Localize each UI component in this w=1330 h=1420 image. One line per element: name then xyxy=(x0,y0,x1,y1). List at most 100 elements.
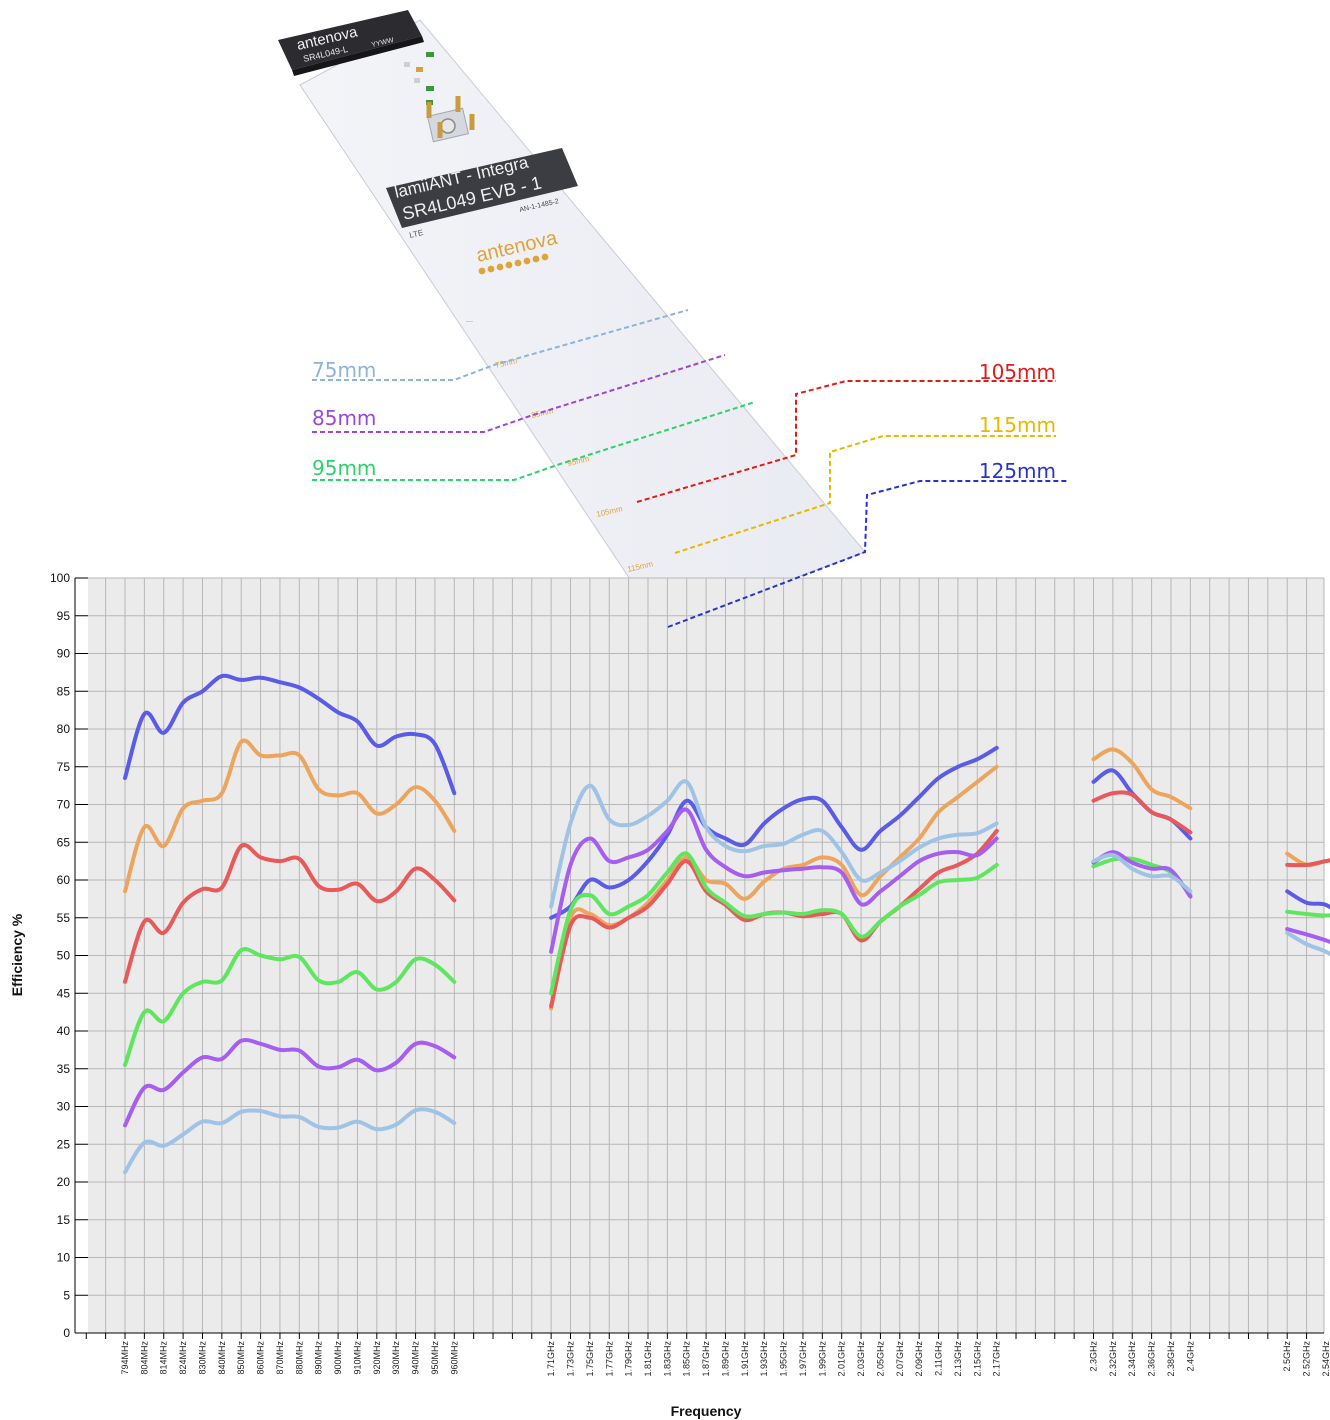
series-line-75mm-band-4 xyxy=(1285,930,1330,957)
series-line-105mm-band-4 xyxy=(1285,858,1330,868)
series-line-85mm-band-2 xyxy=(549,807,999,954)
y-tick-label: 80 xyxy=(57,722,71,736)
series-line-85mm-band-1 xyxy=(123,1038,457,1128)
x-tick-label: 2.07GHz xyxy=(895,1341,905,1377)
x-tick-label: 880MHz xyxy=(294,1341,304,1375)
efficiency-chart: 0 5 10 15 20 25 30 35 40 45 50 55 60 65 70 75 80 85 90 95 10… xyxy=(9,571,1330,1419)
y-tick-label: 25 xyxy=(57,1137,71,1151)
y-tick-label: 20 xyxy=(57,1175,71,1189)
x-tick-label: 2.52GHz xyxy=(1302,1341,1312,1377)
x-tick-label: 940MHz xyxy=(411,1341,421,1375)
y-tick-label: 45 xyxy=(57,986,71,1000)
x-tick-label: 930MHz xyxy=(391,1341,401,1375)
board-title-block: lamiiANT - Integra SR4L049 EVB - 1 AN-1-… xyxy=(386,148,578,240)
x-tick-label: 2.34GHz xyxy=(1127,1341,1137,1377)
y-tick-label: 5 xyxy=(63,1288,70,1302)
x-tick-label: 1.95GHz xyxy=(779,1341,789,1377)
series-line-125mm-band-1 xyxy=(123,673,457,796)
x-tick-label: 1.79GHz xyxy=(624,1341,634,1377)
x-tick-label: 2.5GHz xyxy=(1282,1341,1292,1372)
y-axis-ticks: 0 5 10 15 20 25 30 35 40 45 50 55 60 65 70 75 80 85 90 95 10… xyxy=(50,571,88,1340)
x-tick-label: 1.85GHz xyxy=(682,1341,692,1377)
y-tick-label: 85 xyxy=(57,684,71,698)
x-axis-ticks: 794MHz 804MHz 814MHz 824MHz 830MHz 840MHz 850M… xyxy=(85,1333,1330,1377)
length-label-125mm: 125mm xyxy=(979,459,1056,483)
x-tick-label: 2.3GHz xyxy=(1089,1341,1099,1372)
x-tick-label: 2.15GHz xyxy=(972,1341,982,1377)
sma-connector xyxy=(426,96,475,143)
x-tick-label: 1.83GHz xyxy=(662,1341,672,1377)
y-tick-label: 0 xyxy=(63,1326,70,1340)
series-line-75mm-band-1 xyxy=(123,1107,457,1175)
svg-text:—: — xyxy=(466,318,473,325)
callout-line-115mm xyxy=(674,435,1056,554)
y-tick-label: 90 xyxy=(57,647,71,661)
x-tick-label: 910MHz xyxy=(352,1341,362,1375)
y-tick-label: 35 xyxy=(57,1062,71,1076)
x-tick-label: 960MHz xyxy=(449,1341,459,1375)
x-tick-label: 2.54GHz xyxy=(1321,1341,1330,1377)
x-tick-label: 1.87GHz xyxy=(701,1341,711,1377)
length-label-75mm: 75mm xyxy=(312,358,376,382)
series-line-115mm-band-1 xyxy=(123,738,457,894)
y-tick-label: 100 xyxy=(50,571,70,585)
series-line-95mm-band-1 xyxy=(123,947,457,1067)
grid xyxy=(88,577,1325,1334)
series-line-125mm-band-2 xyxy=(549,745,999,920)
x-tick-label: 1.89GHz xyxy=(720,1341,730,1377)
y-tick-label: 65 xyxy=(57,835,71,849)
y-tick-label: 40 xyxy=(57,1024,71,1038)
x-tick-label: 830MHz xyxy=(197,1341,207,1375)
x-tick-label: 2.03GHz xyxy=(856,1341,866,1377)
series-line-85mm-band-4 xyxy=(1285,927,1330,945)
y-tick-label: 50 xyxy=(57,949,71,963)
series-line-125mm-band-4 xyxy=(1285,889,1330,910)
x-tick-label: 2.17GHz xyxy=(992,1341,1002,1377)
series-line-95mm-band-4 xyxy=(1285,909,1330,918)
x-tick-label: 1.73GHz xyxy=(566,1341,576,1377)
module-code: YYWW xyxy=(371,37,395,49)
y-tick-label: 60 xyxy=(57,873,71,887)
x-tick-label: 860MHz xyxy=(256,1341,266,1375)
x-tick-label: 2.09GHz xyxy=(914,1341,924,1377)
y-tick-label: 15 xyxy=(57,1213,71,1227)
series-line-75mm-band-3 xyxy=(1091,852,1193,894)
x-tick-label: 2.38GHz xyxy=(1166,1341,1176,1377)
callout-line-85mm xyxy=(312,354,726,433)
y-tick-label: 55 xyxy=(57,911,71,925)
y-tick-label: 95 xyxy=(57,609,71,623)
length-labels: 75mm 85mm 95mm 105mm 115mm 125mm xyxy=(312,358,1056,483)
x-tick-label: 840MHz xyxy=(217,1341,227,1375)
x-axis-title: Frequency xyxy=(671,1403,742,1419)
x-tick-label: 814MHz xyxy=(159,1341,169,1375)
x-tick-label: 1.97GHz xyxy=(798,1341,808,1377)
board-face xyxy=(299,19,866,628)
callout-line-95mm xyxy=(312,401,756,481)
length-label-105mm: 105mm xyxy=(979,360,1056,384)
callout-line-75mm xyxy=(312,309,689,381)
callout-line-125mm xyxy=(667,480,1068,628)
y-tick-label: 75 xyxy=(57,760,71,774)
x-tick-label: 1.93GHz xyxy=(759,1341,769,1377)
length-callouts xyxy=(312,309,1068,628)
series-line-95mm-band-2 xyxy=(549,851,999,996)
x-tick-label: 850MHz xyxy=(236,1341,246,1375)
y-tick-label: 30 xyxy=(57,1100,71,1114)
series-line-75mm-band-2 xyxy=(549,779,999,909)
length-label-85mm: 85mm xyxy=(312,406,376,430)
series-line-85mm-band-3 xyxy=(1091,850,1193,899)
x-tick-label: 2.32GHz xyxy=(1108,1341,1118,1377)
series-line-105mm-band-3 xyxy=(1091,790,1193,835)
x-tick-label: 824MHz xyxy=(178,1341,188,1375)
x-tick-label: 2.36GHz xyxy=(1147,1341,1157,1377)
x-tick-label: 1.71GHz xyxy=(546,1341,556,1377)
y-axis-title: Efficiency % xyxy=(9,913,25,996)
x-tick-label: 2.13GHz xyxy=(953,1341,963,1377)
y-tick-label: 70 xyxy=(57,798,71,812)
length-label-95mm: 95mm xyxy=(312,456,376,480)
y-tick-label: 10 xyxy=(57,1251,71,1265)
x-tick-label: 1.81GHz xyxy=(643,1341,653,1377)
x-tick-label: 2.05GHz xyxy=(875,1341,885,1377)
x-tick-label: 920MHz xyxy=(372,1341,382,1375)
